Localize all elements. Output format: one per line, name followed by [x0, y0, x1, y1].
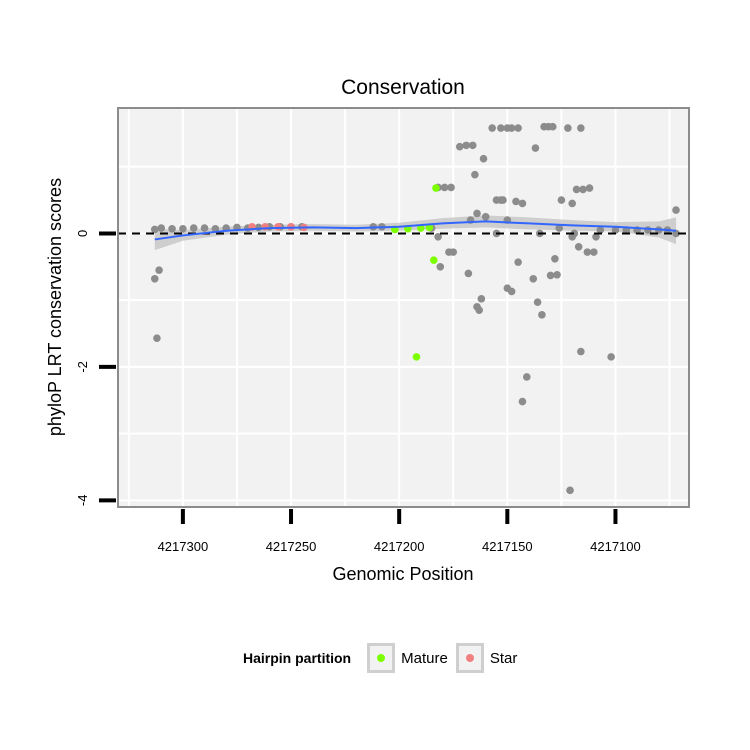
x-tick-label: 4217100 — [590, 539, 641, 554]
point-other — [553, 271, 561, 279]
point-other — [477, 295, 486, 303]
plot-panel-border — [117, 107, 690, 508]
point-other — [254, 223, 263, 232]
point-other — [531, 144, 540, 152]
point-other — [150, 225, 159, 234]
point-other — [568, 199, 577, 208]
point-other — [464, 269, 473, 278]
point-other — [150, 275, 159, 283]
point-other — [557, 196, 566, 204]
point-other — [570, 229, 579, 238]
point-other — [479, 154, 488, 163]
y-axis-title: phyloP LRT conservation scores — [45, 178, 65, 436]
gridlines — [118, 108, 689, 507]
plot-panel — [118, 108, 689, 507]
point-other — [211, 224, 220, 233]
point-mature — [432, 184, 440, 192]
x-tick-label: 4217150 — [482, 539, 533, 554]
point-other — [189, 224, 198, 232]
point-other — [514, 258, 522, 266]
y-axis-ticks: -4 -2 0 — [75, 230, 116, 506]
point-other — [533, 298, 542, 306]
point-other — [468, 141, 477, 150]
point-other — [473, 209, 481, 218]
point-other — [447, 183, 455, 192]
point-other — [548, 122, 557, 131]
point-star — [274, 222, 282, 231]
point-other — [168, 224, 176, 233]
legend-key-star — [455, 643, 484, 673]
legend-label-mature: Mature — [401, 649, 448, 667]
point-mature — [412, 353, 421, 361]
point-other — [564, 124, 572, 132]
point-other — [512, 197, 520, 206]
point-other — [538, 311, 546, 319]
point-other — [546, 271, 555, 280]
legend-title: Hairpin partition — [243, 650, 352, 666]
point-other — [157, 224, 166, 232]
data-points — [150, 122, 680, 495]
point-other — [507, 287, 516, 296]
point-other — [522, 373, 531, 381]
point-other — [529, 275, 538, 283]
point-other — [518, 397, 527, 406]
mature-dot-icon — [377, 654, 386, 662]
y-tick-label: -4 — [75, 495, 90, 507]
x-axis-title: Genomic Position — [332, 564, 473, 584]
point-other — [607, 353, 615, 361]
point-other — [499, 196, 507, 204]
point-other — [200, 224, 209, 232]
point-other — [155, 266, 163, 274]
point-other — [579, 185, 587, 194]
point-other — [518, 199, 527, 208]
point-other — [672, 206, 680, 214]
point-other — [577, 347, 585, 356]
x-tick-label: 4217250 — [266, 539, 317, 554]
point-other — [475, 306, 484, 314]
point-other — [577, 124, 585, 132]
point-other — [583, 248, 592, 256]
chart-title: Conservation — [341, 76, 465, 99]
x-tick-label: 4217200 — [374, 539, 425, 554]
point-other — [153, 334, 161, 342]
point-mature — [429, 256, 438, 264]
x-axis-ticks: 4217300 4217250 4217200 4217150 4217100 — [158, 509, 641, 554]
point-other — [179, 224, 187, 233]
y-tick-label: -2 — [75, 361, 90, 373]
point-other — [551, 254, 559, 263]
point-other — [611, 226, 620, 234]
point-other — [462, 141, 471, 150]
point-other — [596, 226, 605, 234]
point-other — [449, 248, 458, 256]
point-other — [592, 232, 600, 241]
point-other — [574, 242, 583, 251]
point-other — [572, 185, 581, 194]
point-other — [436, 262, 445, 271]
point-other — [497, 124, 505, 132]
star-dot-icon — [465, 654, 474, 662]
point-other — [507, 124, 516, 132]
point-other — [481, 212, 490, 221]
legend: Hairpin partition Mature Star — [243, 638, 525, 678]
point-other — [434, 232, 442, 241]
point-other — [455, 142, 464, 151]
legend-label-star: Star — [489, 649, 518, 667]
point-other — [590, 248, 598, 256]
point-other — [566, 486, 574, 495]
point-other — [585, 184, 594, 192]
smooth-trend-line — [154, 220, 677, 241]
smooth-line — [154, 220, 677, 241]
point-other — [555, 224, 564, 232]
point-other — [488, 124, 496, 132]
point-other — [514, 124, 522, 132]
point-other — [471, 170, 479, 179]
point-other — [440, 183, 449, 192]
y-tick-label: 0 — [75, 230, 90, 237]
x-tick-label: 4217300 — [158, 539, 209, 554]
legend-key-mature — [367, 643, 396, 673]
